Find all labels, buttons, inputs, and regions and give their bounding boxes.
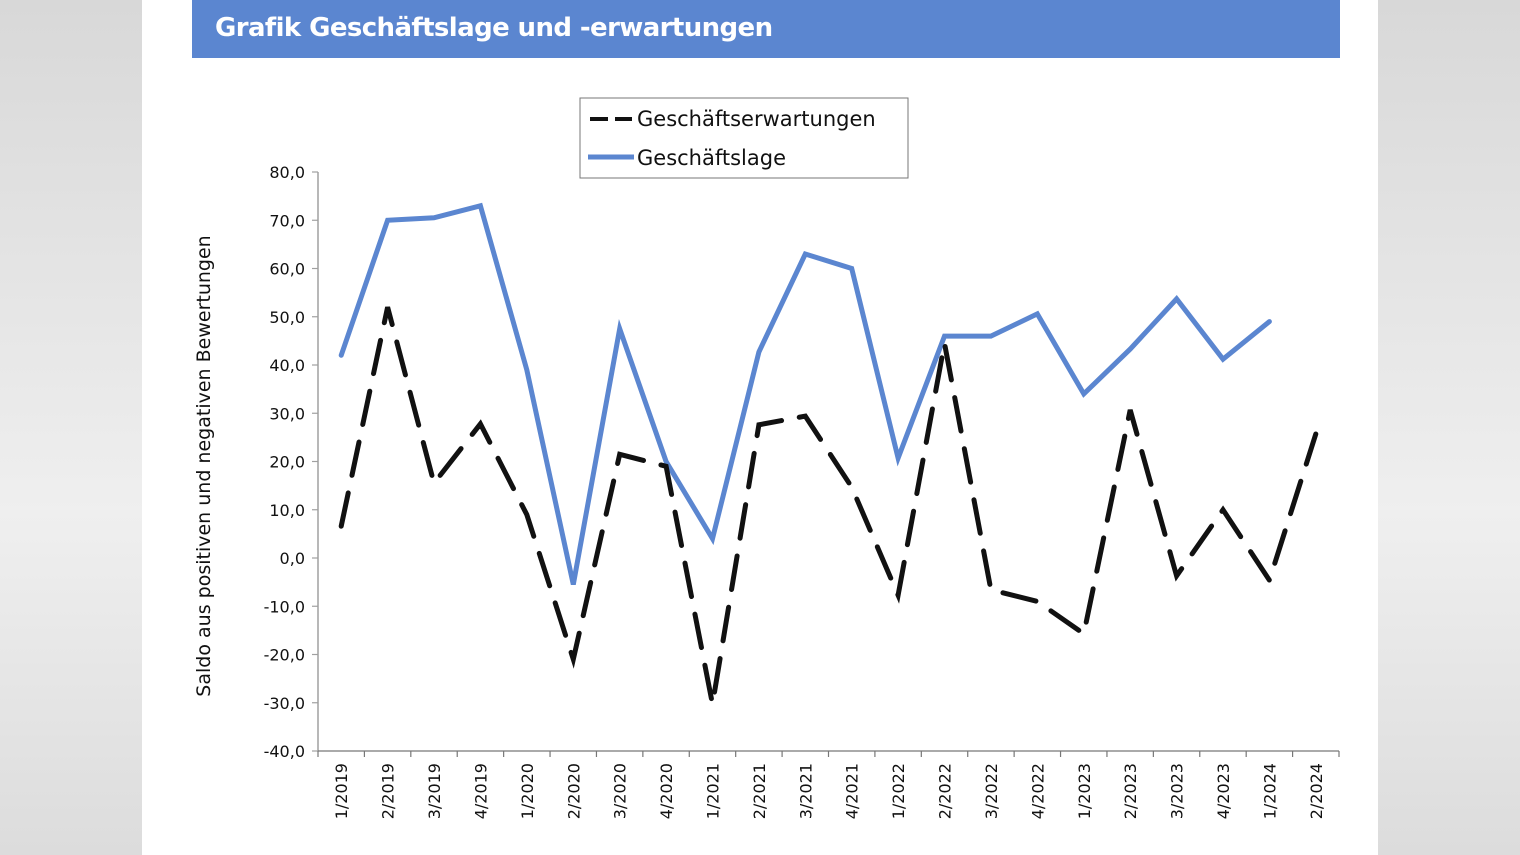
x-tick-label: 3/2023 [1168, 763, 1187, 819]
x-tick-label: 4/2022 [1028, 763, 1047, 819]
y-tick-label: -30,0 [264, 694, 305, 713]
y-tick-label: 10,0 [269, 501, 305, 520]
y-tick-label: 70,0 [269, 211, 305, 230]
x-tick-label: 3/2021 [796, 763, 815, 819]
x-tick-label: 3/2020 [611, 763, 630, 819]
page-title: Grafik Geschäftslage und -erwartungen [215, 13, 773, 43]
x-tick-label: 2/2024 [1307, 763, 1326, 819]
y-tick-label: -10,0 [264, 597, 305, 616]
series-layer [338, 202, 1319, 705]
y-tick-label: -20,0 [264, 646, 305, 665]
x-tick-label: 4/2019 [471, 763, 490, 819]
legend: Geschäftserwartungen Geschäftslage [579, 97, 909, 179]
title-bar: Grafik Geschäftslage und -erwartungen [192, 0, 1340, 58]
y-tick-label: 0,0 [280, 549, 305, 568]
series-line-geschaeftslage [338, 202, 1272, 586]
x-tick-label: 1/2021 [703, 763, 722, 819]
x-tick-label: 1/2019 [332, 763, 351, 819]
x-tick-label: 1/2024 [1260, 763, 1279, 819]
x-tick-label: 2/2023 [1121, 763, 1140, 819]
y-tick-label: 50,0 [269, 308, 305, 327]
x-tick-label: 3/2019 [425, 763, 444, 819]
y-tick-label: 60,0 [269, 260, 305, 279]
x-tick-label: 1/2023 [1075, 763, 1094, 819]
y-tick-label: -40,0 [264, 742, 305, 761]
y-axis: 80,0 70,0 60,0 50,0 40,0 30,0 20,0 10,0 0,0 -10,0… [264, 163, 319, 761]
legend-box [579, 97, 909, 179]
x-tick-label: 3/2022 [982, 763, 1001, 819]
y-tick-label: 40,0 [269, 356, 305, 375]
x-tick-label: 2/2022 [936, 763, 955, 819]
legend-label-lage: Geschäftslage [637, 146, 786, 170]
y-tick-label: 80,0 [269, 163, 305, 182]
x-tick-label: 2/2019 [379, 763, 398, 819]
x-tick-label: 4/2020 [657, 763, 676, 819]
y-axis-title: Saldo aus positiven und negativen Bewert… [193, 235, 215, 696]
y-tick-label: 30,0 [269, 404, 305, 423]
series-line-geschaeftserwartungen [338, 306, 1319, 705]
x-tick-label: 4/2021 [843, 763, 862, 819]
x-tick-label: 2/2020 [564, 763, 583, 819]
legend-label-erwartungen: Geschäftserwartungen [637, 107, 876, 131]
y-tick-label: 20,0 [269, 453, 305, 472]
x-tick-label: 1/2020 [518, 763, 537, 819]
x-tick-label: 4/2023 [1214, 763, 1233, 819]
x-tick-label: 2/2021 [750, 763, 769, 819]
x-axis: 1/2019 2/2019 3/2019 4/2019 1/2020 2/2020 3/20… [317, 750, 1340, 819]
x-tick-label: 1/2022 [889, 763, 908, 819]
